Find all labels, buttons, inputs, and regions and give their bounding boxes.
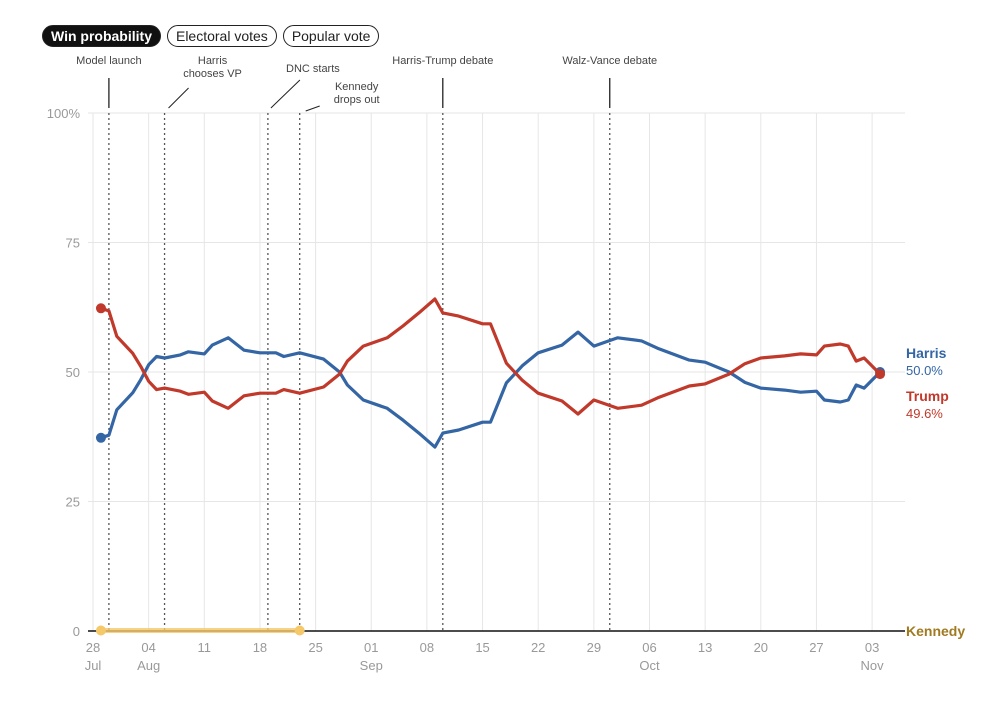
series-line-harris [100, 330, 882, 449]
x-tick-label: 11 [198, 640, 212, 655]
tab-electoral-votes[interactable]: Electoral votes [166, 25, 277, 47]
series-end-point-trump [875, 369, 886, 380]
event-label: DNC starts [286, 63, 340, 75]
y-tick-label: 50 [66, 365, 80, 380]
series-line-trump [100, 297, 882, 416]
y-tick-label: 100% [47, 106, 81, 121]
event-label: Kennedy [335, 81, 379, 93]
legend-harris: Harris [906, 345, 947, 361]
end-value-harris: 50.0% [906, 363, 943, 378]
x-tick-label: 27 [809, 640, 823, 655]
series-start-point-harris [95, 432, 106, 443]
event-label: Walz-Vance debate [562, 55, 657, 67]
event-label: drops out [334, 94, 380, 106]
x-tick-label: 06 [642, 640, 656, 655]
end-value-trump: 49.6% [906, 406, 943, 421]
x-tick-label: 03 [865, 640, 879, 655]
series-start-point-kennedy [95, 625, 106, 636]
x-tick-label: 15 [475, 640, 489, 655]
series-start-point-trump [95, 303, 106, 314]
event-pointer [168, 87, 189, 109]
y-tick-label: 0 [73, 624, 80, 639]
event-label: Harris-Trump debate [392, 55, 493, 67]
y-tick-label: 25 [66, 495, 80, 510]
x-tick-label: 13 [698, 640, 712, 655]
x-tick-label: 18 [253, 640, 267, 655]
x-tick-label: 01 [364, 640, 378, 655]
tab-win-probability[interactable]: Win probability [42, 25, 161, 47]
x-tick-label: 08 [420, 640, 434, 655]
event-pointer [305, 105, 320, 112]
event-label: Harris [198, 55, 228, 67]
x-tick-month: Aug [137, 658, 160, 673]
series-end-point-kennedy [294, 625, 305, 636]
x-tick-label: 29 [587, 640, 601, 655]
x-tick-label: 28 [86, 640, 100, 655]
event-pointer [270, 79, 301, 109]
x-tick-label: 22 [531, 640, 545, 655]
legend-kennedy: Kennedy [906, 623, 965, 639]
x-tick-label: 04 [141, 640, 155, 655]
x-tick-month: Sep [360, 658, 383, 673]
y-tick-label: 75 [66, 236, 80, 251]
x-tick-label: 20 [754, 640, 768, 655]
legend-trump: Trump [906, 388, 949, 404]
x-tick-month: Oct [639, 658, 660, 673]
event-label: Model launch [76, 55, 141, 67]
event-label: chooses VP [183, 68, 242, 80]
x-tick-label: 25 [308, 640, 322, 655]
view-tabs: Win probability Electoral votes Popular … [42, 25, 380, 47]
x-tick-month: Jul [85, 658, 102, 673]
x-tick-month: Nov [861, 658, 885, 673]
tab-popular-vote[interactable]: Popular vote [282, 25, 380, 47]
